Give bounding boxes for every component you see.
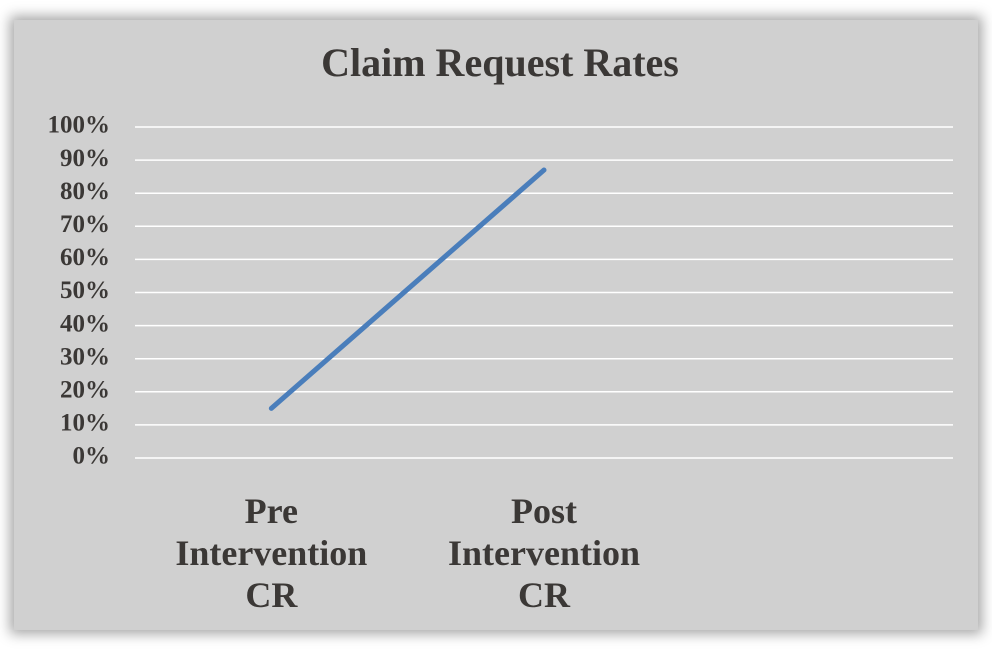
y-tick-label: 10% [60, 410, 110, 437]
x-tick-label: Pre Intervention CR [175, 491, 368, 615]
y-tick-label: 0% [73, 443, 111, 470]
y-tick-label: 100% [48, 112, 111, 139]
x-tick-label: Post Intervention CR [448, 491, 640, 615]
y-tick-label: 40% [60, 310, 110, 337]
y-tick-label: 60% [60, 244, 110, 271]
line [268, 167, 547, 411]
y-tick-label: 80% [60, 178, 110, 205]
y-tick-label: 90% [60, 145, 110, 172]
y-tick-label: 30% [60, 343, 110, 370]
y-tick-label: 20% [60, 377, 110, 404]
y-tick-label: 70% [60, 211, 110, 238]
y-tick-label: 50% [60, 277, 110, 304]
chart-title: Claim Request Rates [321, 40, 679, 85]
